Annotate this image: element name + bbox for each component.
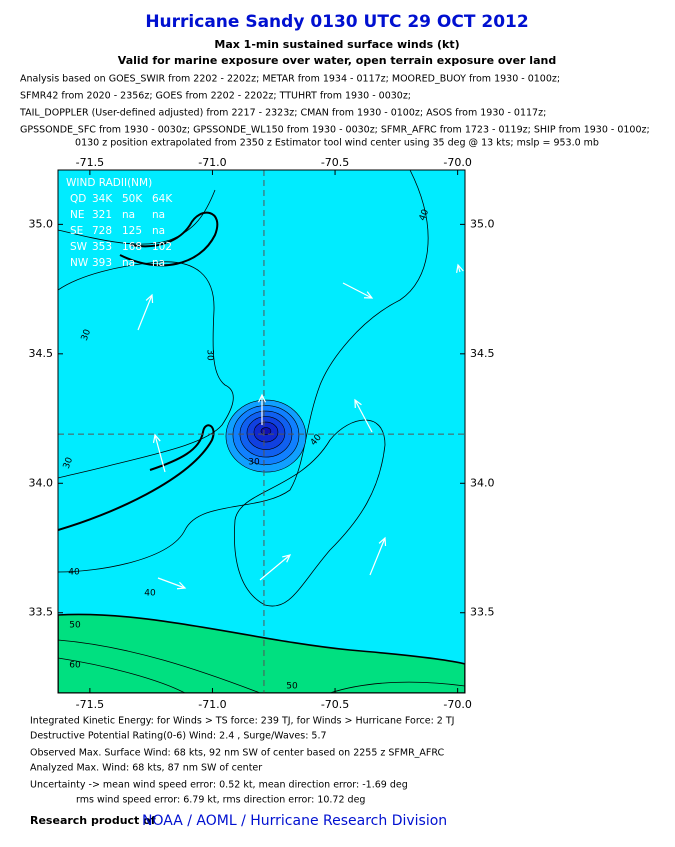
position-note: 0130 z position extrapolated from 2350 z… bbox=[75, 138, 599, 149]
x-tick-label: -70.5 bbox=[321, 156, 349, 169]
wind-arrow-head bbox=[363, 291, 374, 299]
region-30 bbox=[58, 261, 234, 479]
contour-label: 40 bbox=[144, 589, 156, 599]
subtitle: Max 1-min sustained surface winds (kt) bbox=[214, 38, 459, 51]
radii-cell: 728 bbox=[92, 225, 112, 237]
analysis-line: Analysis based on GOES_SWIR from 2202 - … bbox=[20, 74, 560, 85]
wind-arrow-head bbox=[257, 393, 267, 403]
footer-line: Destructive Potential Rating(0-6) Wind: … bbox=[30, 731, 327, 742]
footer-line: rms wind speed error: 6.79 kt, rms direc… bbox=[76, 795, 365, 806]
wind-arrow bbox=[342, 282, 373, 299]
y-tick-label: 33.5 bbox=[29, 606, 54, 619]
x-tick-label: -71.5 bbox=[76, 156, 104, 169]
subtitle: Valid for marine exposure over water, op… bbox=[118, 54, 556, 67]
contour-label: 40 bbox=[418, 208, 431, 222]
x-tick-label: -70.5 bbox=[321, 698, 349, 711]
x-tick-label: -71.5 bbox=[76, 698, 104, 711]
radii-header: 64K bbox=[152, 193, 173, 205]
contour-label: 30 bbox=[205, 349, 215, 361]
radii-title: WIND RADII(NM) bbox=[66, 177, 152, 189]
wind-arrow-head bbox=[176, 581, 187, 590]
wind-arrow bbox=[137, 294, 153, 331]
wind-arrow bbox=[259, 554, 291, 581]
footer-line: Integrated Kinetic Energy: for Winds > T… bbox=[30, 716, 454, 727]
wind-arrow-head bbox=[354, 398, 362, 409]
x-tick-label: -70.0 bbox=[443, 698, 471, 711]
contour-label: 60 bbox=[69, 661, 81, 671]
region-50 bbox=[58, 613, 465, 693]
map-frame bbox=[57, 169, 466, 694]
wind-arrow bbox=[154, 434, 166, 473]
x-tick-label: -71.0 bbox=[198, 156, 226, 169]
x-tick-label: -70.0 bbox=[443, 156, 471, 169]
radii-cell: 102 bbox=[152, 241, 172, 253]
credit: Research product of bbox=[30, 814, 156, 827]
x-tick-label: -71.0 bbox=[198, 698, 226, 711]
contour bbox=[329, 681, 465, 693]
radii-cell: 125 bbox=[122, 225, 142, 237]
contour-label: 40 bbox=[68, 568, 80, 578]
radii-cell: na bbox=[152, 225, 165, 237]
contour bbox=[58, 189, 216, 245]
radii-header: 34K bbox=[92, 193, 113, 205]
y-tick-label: 33.5 bbox=[470, 606, 495, 619]
radii-cell: SE bbox=[70, 225, 83, 237]
radii-cell: 168 bbox=[122, 241, 142, 253]
radii-cell: 353 bbox=[92, 241, 112, 253]
wind-arrow bbox=[369, 537, 386, 576]
footer-line: Uncertainty -> mean wind speed error: 0.… bbox=[30, 780, 408, 791]
y-tick-label: 34.0 bbox=[29, 476, 54, 489]
eye-contour bbox=[260, 427, 272, 435]
contour-label: 50 bbox=[69, 621, 81, 631]
radii-header: QD bbox=[70, 193, 86, 205]
credit-link[interactable]: NOAA / AOML / Hurricane Research Divisio… bbox=[142, 813, 447, 829]
y-tick-label: 35.0 bbox=[470, 217, 495, 230]
region-55 bbox=[58, 639, 261, 693]
wind-arrow-head bbox=[152, 433, 161, 443]
footer-line: Analyzed Max. Wind: 68 kts, 87 nm SW of … bbox=[30, 763, 262, 774]
radii-cell: na bbox=[152, 257, 165, 269]
wind-arrow-head bbox=[378, 536, 387, 547]
analysis-line: GPSSONDE_SFC from 1930 - 0030z; GPSSONDE… bbox=[20, 125, 650, 136]
contour-34 bbox=[119, 211, 219, 267]
region-40 bbox=[58, 170, 465, 693]
footer-line: Observed Max. Surface Wind: 68 kts, 92 n… bbox=[30, 748, 445, 759]
contour-label: 30 bbox=[248, 458, 260, 468]
wind-arrow bbox=[354, 399, 373, 433]
radii-cell: NE bbox=[70, 209, 85, 221]
region-45 bbox=[234, 419, 386, 607]
y-tick-label: 34.5 bbox=[470, 347, 495, 360]
radii-cell: 393 bbox=[92, 257, 112, 269]
radii-cell: na bbox=[122, 257, 135, 269]
contour-34 bbox=[58, 424, 215, 531]
radii-cell: na bbox=[152, 209, 165, 221]
radii-cell: na bbox=[122, 209, 135, 221]
analysis-line: SFMR42 from 2020 - 2356z; GOES from 2202… bbox=[20, 91, 411, 102]
contour-label: 30 bbox=[62, 456, 75, 470]
wind-arrow bbox=[157, 577, 186, 589]
wind-arrow-head bbox=[145, 293, 154, 304]
wind-arrow-head bbox=[456, 263, 464, 273]
radii-cell: SW bbox=[70, 241, 88, 253]
y-tick-label: 34.0 bbox=[470, 476, 495, 489]
contour-label: 50 bbox=[286, 682, 298, 692]
analysis-line: TAIL_DOPPLER (User-defined adjusted) fro… bbox=[19, 108, 546, 119]
wind-arrow-head bbox=[282, 554, 292, 563]
radii-header: 50K bbox=[122, 193, 143, 205]
contour-label: 30 bbox=[80, 328, 93, 342]
y-tick-label: 34.5 bbox=[29, 347, 54, 360]
radii-cell: NW bbox=[70, 257, 89, 269]
radii-cell: 321 bbox=[92, 209, 112, 221]
y-tick-label: 35.0 bbox=[29, 217, 54, 230]
title: Hurricane Sandy 0130 UTC 29 OCT 2012 bbox=[145, 12, 528, 32]
